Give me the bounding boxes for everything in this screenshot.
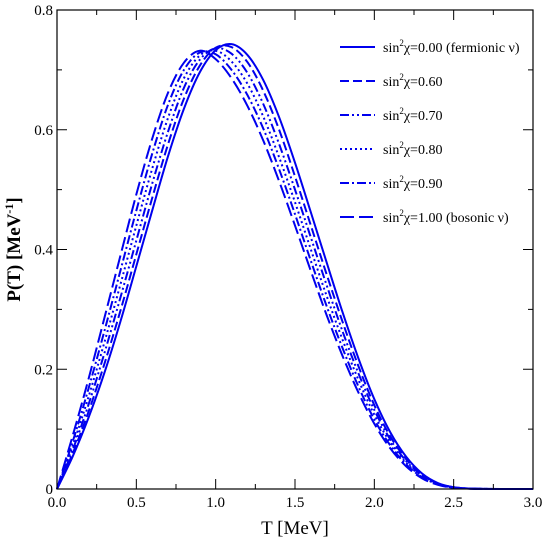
legend-label-4: sin2χ=0.90 (383, 174, 442, 192)
y-axis-title-sup: -1 (2, 204, 16, 214)
y-axis-title-close: ] (4, 197, 25, 203)
legend-label-post: χ=0.00 (fermionic ν) (403, 41, 520, 56)
x-tick-label: 2.0 (365, 495, 384, 511)
x-tick-label: 2.5 (444, 495, 463, 511)
legend-label-pre: sin (383, 75, 399, 90)
legend-label-1: sin2χ=0.60 (383, 72, 442, 90)
x-axis-title: T [MeV] (261, 518, 329, 539)
legend-label-post: χ=0.80 (403, 143, 443, 158)
y-tick-label: 0.4 (34, 243, 53, 259)
x-tick-label: 1.5 (286, 495, 305, 511)
y-tick-label: 0 (46, 482, 54, 498)
legend-label-5: sin2χ=1.00 (bosonic ν) (383, 208, 509, 226)
legend-label-sup: 2 (399, 38, 404, 48)
y-axis-title: P(T) [MeV-1] (2, 197, 25, 301)
legend: sin2χ=0.00 (fermionic ν)sin2χ=0.60sin2χ=… (340, 38, 520, 226)
legend-label-2: sin2χ=0.70 (383, 106, 442, 124)
y-tick-label: 0.2 (34, 362, 53, 378)
legend-label-post: χ=0.60 (403, 75, 443, 90)
legend-label-pre: sin (383, 109, 399, 124)
x-tick-label: 0.0 (48, 495, 67, 511)
legend-label-sup: 2 (399, 140, 404, 150)
x-tick-label: 1.0 (206, 495, 225, 511)
legend-label-pre: sin (383, 143, 399, 158)
legend-label-pre: sin (383, 211, 399, 226)
legend-label-pre: sin (383, 41, 399, 56)
y-axis-title-main: P(T) [MeV (4, 213, 25, 301)
legend-label-3: sin2χ=0.80 (383, 140, 442, 158)
legend-label-post: χ=0.90 (403, 177, 443, 192)
legend-label-post: χ=1.00 (bosonic ν) (403, 211, 509, 226)
legend-label-0: sin2χ=0.00 (fermionic ν) (383, 38, 520, 56)
legend-label-post: χ=0.70 (403, 109, 443, 124)
x-tick-label: 0.5 (127, 495, 146, 511)
legend-label-sup: 2 (399, 208, 404, 218)
series-line-3 (56, 49, 533, 491)
y-tick-label: 0.6 (34, 123, 53, 139)
legend-label-sup: 2 (399, 72, 404, 82)
legend-label-pre: sin (383, 177, 399, 192)
x-axis: 0.0 0.5 1.0 1.5 2.0 2.5 3.0 (48, 10, 543, 511)
y-tick-label: 0.8 (34, 3, 53, 19)
legend-label-sup: 2 (399, 106, 404, 116)
y-axis: 0 0.2 0.4 0.6 0.8 (34, 3, 533, 498)
x-tick-label: 3.0 (524, 495, 543, 511)
legend-label-sup: 2 (399, 174, 404, 184)
